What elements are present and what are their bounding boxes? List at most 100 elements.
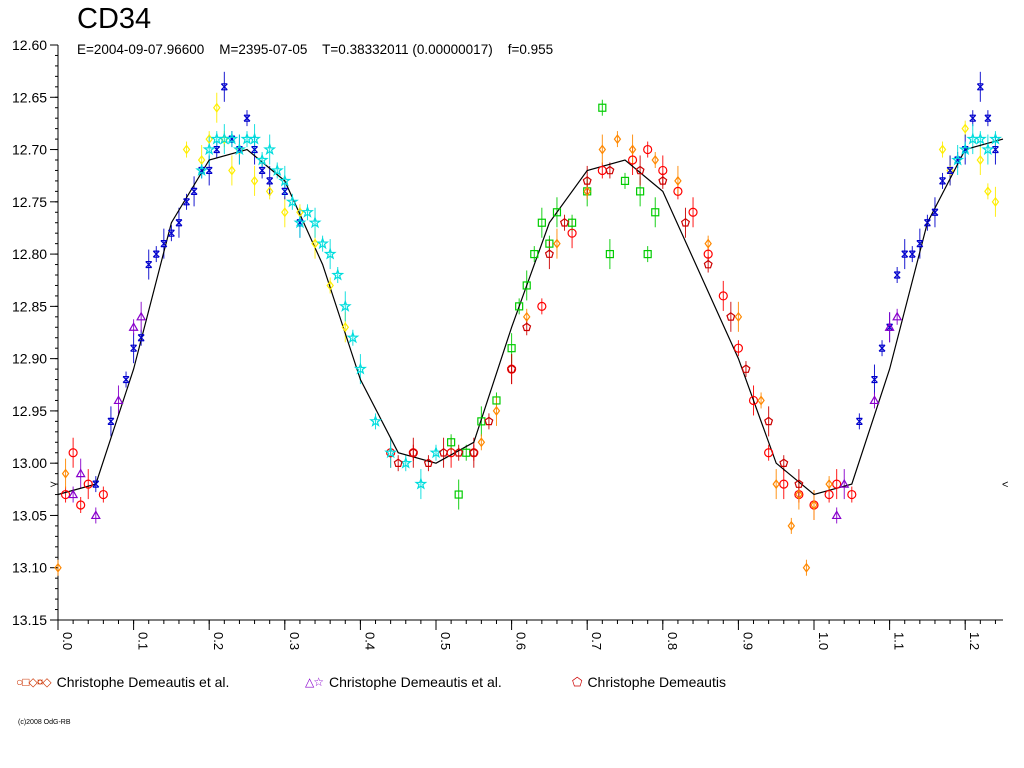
data-point <box>228 165 236 176</box>
x-tick-label: 0.4 <box>362 632 377 650</box>
data-point <box>293 215 307 229</box>
data-point <box>130 344 138 352</box>
data-point <box>346 330 360 344</box>
data-point <box>795 489 803 500</box>
data-point <box>266 177 274 185</box>
data-point <box>651 155 659 165</box>
legend-label-1: Christophe Demeautis et al. <box>56 674 230 690</box>
data-point <box>704 238 712 249</box>
data-point <box>76 500 86 510</box>
x-tick-label: 0.8 <box>665 632 680 650</box>
data-point <box>61 468 70 479</box>
data-point <box>515 302 524 311</box>
data-point <box>408 447 418 457</box>
data-point <box>454 490 463 499</box>
data-point <box>726 312 736 321</box>
data-point <box>757 395 765 406</box>
y-tick-label: 12.70 <box>12 142 47 158</box>
data-point <box>718 291 728 301</box>
data-point <box>553 238 561 249</box>
data-point <box>369 414 383 427</box>
data-point <box>341 322 350 333</box>
data-point <box>243 114 251 122</box>
data-point <box>270 163 284 176</box>
data-point <box>772 479 780 490</box>
data-point <box>492 396 501 405</box>
legend-symbols-3: ⬠ <box>572 675 582 689</box>
data-point <box>233 142 246 156</box>
y-tick-label: 13.05 <box>12 507 47 523</box>
data-point <box>908 250 916 258</box>
x-tick-label: 1.2 <box>967 632 982 650</box>
data-point <box>946 166 954 175</box>
data-point <box>961 123 969 134</box>
data-point <box>958 142 972 156</box>
data-point <box>643 249 652 259</box>
data-point <box>871 375 878 384</box>
data-point <box>507 364 517 373</box>
data-point <box>916 240 924 248</box>
data-point <box>220 83 228 91</box>
data-point <box>454 447 464 457</box>
y-tick-label: 13.00 <box>12 455 47 471</box>
x-tick-label: 1.0 <box>816 632 831 650</box>
data-point <box>477 417 486 426</box>
data-point <box>984 114 992 122</box>
data-point <box>733 343 744 353</box>
data-point <box>300 205 314 218</box>
data-point <box>175 219 183 227</box>
data-point <box>976 83 984 91</box>
data-point <box>90 510 101 520</box>
y-tick-label: 12.95 <box>12 403 47 419</box>
legend-entry-3: ⬠ Christophe Demeautis <box>572 674 726 690</box>
data-point <box>878 344 886 352</box>
data-point <box>984 186 992 197</box>
legend-label-3: Christophe Demeautis <box>587 674 726 690</box>
data-point <box>794 479 804 488</box>
data-point <box>439 447 449 457</box>
y-tick-label: 12.80 <box>12 246 47 262</box>
data-point <box>60 489 71 500</box>
data-point <box>423 458 433 467</box>
data-point <box>250 175 259 186</box>
data-point <box>598 144 607 155</box>
data-point <box>802 562 811 573</box>
data-point <box>195 163 209 176</box>
data-point <box>190 187 198 195</box>
y-tick-label: 12.90 <box>12 351 47 367</box>
data-point <box>582 176 592 185</box>
data-point <box>831 510 842 520</box>
legend-entry-1: ○□◇¤◇ Christophe Demeautis et al. <box>16 674 229 690</box>
data-point <box>992 145 999 154</box>
data-point <box>537 301 547 311</box>
y-tick-label: 12.85 <box>12 298 47 314</box>
data-point <box>462 448 471 457</box>
data-point <box>145 260 153 269</box>
data-point <box>734 311 743 322</box>
data-point <box>635 165 645 175</box>
data-point <box>658 165 668 176</box>
chart-subtitle: E=2004-09-07.96600 M=2395-07-05 T=0.3833… <box>77 42 554 57</box>
data-point <box>741 364 751 373</box>
data-point <box>522 281 531 290</box>
data-point <box>492 405 501 416</box>
data-point <box>938 144 947 155</box>
data-point <box>892 311 903 321</box>
data-point <box>484 416 494 426</box>
data-point <box>522 322 532 332</box>
x-tick-label: 0.2 <box>211 632 226 650</box>
data-point <box>923 219 931 227</box>
data-point <box>248 132 262 145</box>
data-point <box>764 416 774 426</box>
data-point <box>353 362 367 375</box>
data-point <box>68 448 78 458</box>
data-point <box>331 268 345 281</box>
data-point <box>213 145 221 154</box>
data-point <box>316 236 330 250</box>
data-point <box>605 249 614 259</box>
data-point <box>681 217 691 227</box>
data-point <box>296 219 304 227</box>
y-tick-label: 12.75 <box>12 194 47 210</box>
data-point <box>530 249 539 259</box>
data-point <box>973 132 987 145</box>
